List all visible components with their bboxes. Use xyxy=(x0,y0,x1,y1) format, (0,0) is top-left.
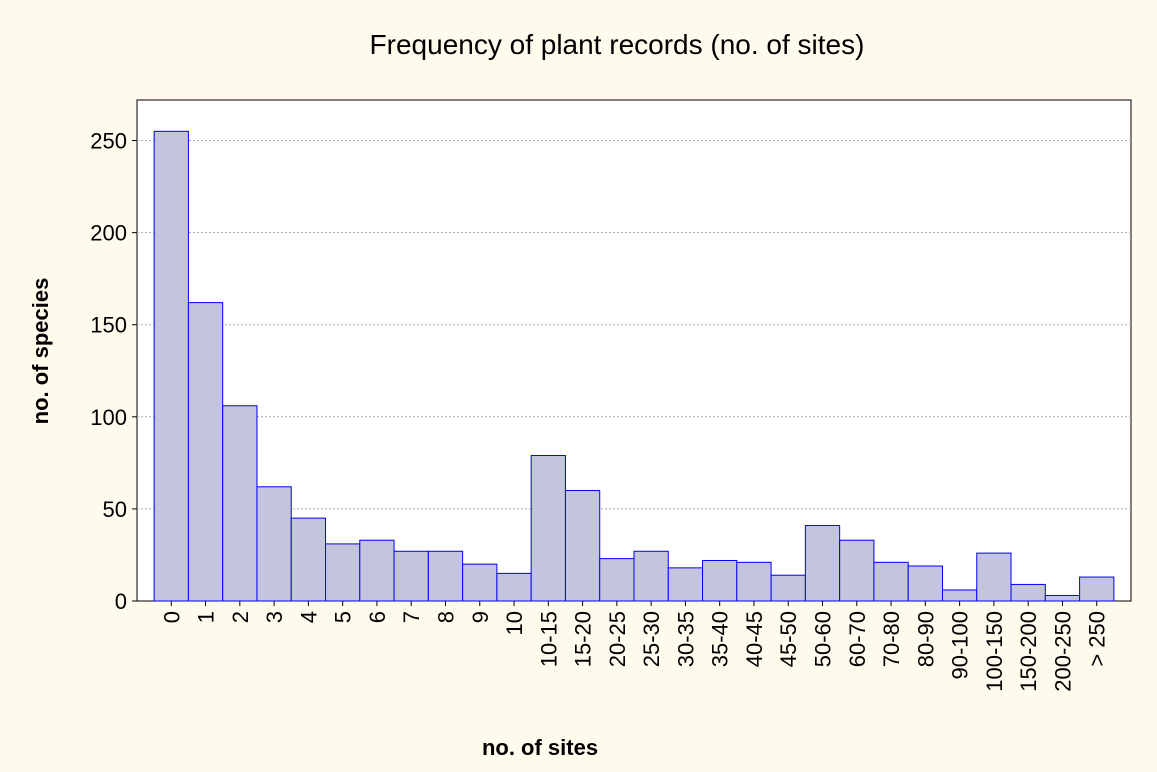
bar xyxy=(153,130,189,602)
x-tick-label: 9 xyxy=(468,611,493,623)
bar xyxy=(941,589,978,602)
y-axis-label: no. of species xyxy=(28,278,53,425)
x-tick-label: 7 xyxy=(399,611,424,623)
x-tick-label: 6 xyxy=(365,611,390,623)
bar xyxy=(256,486,292,602)
bar xyxy=(290,517,327,602)
y-tick-label: 150 xyxy=(90,313,127,338)
chart-title: Frequency of plant records (no. of sites… xyxy=(370,29,865,60)
x-tick-label: 200-250 xyxy=(1050,611,1075,692)
x-tick-label: 45-50 xyxy=(776,611,801,667)
x-tick-label: > 250 xyxy=(1085,611,1110,667)
y-tick-label: 0 xyxy=(115,589,127,614)
x-tick-label: 30-35 xyxy=(673,611,698,667)
x-tick-label: 90-100 xyxy=(948,611,973,680)
bar xyxy=(1044,594,1081,602)
bar xyxy=(770,574,806,602)
x-tick-label: 2 xyxy=(228,611,253,623)
x-axis-label: no. of sites xyxy=(482,735,598,760)
bar xyxy=(530,454,566,602)
x-tick-label: 0 xyxy=(159,611,184,623)
bar xyxy=(839,539,875,602)
bar xyxy=(1079,576,1115,602)
bar xyxy=(222,405,258,602)
y-tick-label: 100 xyxy=(90,405,127,430)
y-tick-label: 250 xyxy=(90,129,127,154)
x-tick-label: 20-25 xyxy=(605,611,630,667)
y-tick-label: 200 xyxy=(90,221,127,246)
bar xyxy=(599,558,635,602)
bar xyxy=(873,561,909,602)
x-tick-label: 1 xyxy=(194,611,219,623)
bar xyxy=(325,543,361,602)
x-tick-label: 3 xyxy=(262,611,287,623)
bar xyxy=(462,563,498,602)
x-tick-label: 80-90 xyxy=(913,611,938,667)
bar xyxy=(1010,583,1046,602)
x-tick-label: 100-150 xyxy=(982,611,1007,692)
x-tick-label: 50-60 xyxy=(811,611,836,667)
x-tick-label: 4 xyxy=(296,611,321,623)
bar xyxy=(804,524,841,602)
bar xyxy=(564,489,601,602)
bar xyxy=(496,572,532,602)
x-tick-label: 25-30 xyxy=(639,611,664,667)
bar xyxy=(359,539,395,602)
bar xyxy=(667,567,704,602)
x-tick-label: 35-40 xyxy=(708,611,733,667)
bar xyxy=(393,550,429,602)
x-tick-label: 8 xyxy=(433,611,458,623)
x-tick-label: 70-80 xyxy=(879,611,904,667)
bar xyxy=(427,550,464,602)
bar xyxy=(976,552,1012,602)
plot-area xyxy=(136,99,1132,602)
bar xyxy=(736,561,772,602)
y-tick-label: 50 xyxy=(103,497,127,522)
x-tick-label: 5 xyxy=(331,611,356,623)
x-tick-label: 40-45 xyxy=(742,611,767,667)
bar xyxy=(907,565,943,602)
bar xyxy=(633,550,669,602)
bar xyxy=(187,302,224,602)
x-tick-label: 60-70 xyxy=(845,611,870,667)
x-tick-label: 150-200 xyxy=(1016,611,1041,692)
x-tick-label: 10-15 xyxy=(536,611,561,667)
x-tick-label: 10 xyxy=(502,611,527,635)
x-tick-label: 15-20 xyxy=(571,611,596,667)
bar xyxy=(702,559,738,602)
